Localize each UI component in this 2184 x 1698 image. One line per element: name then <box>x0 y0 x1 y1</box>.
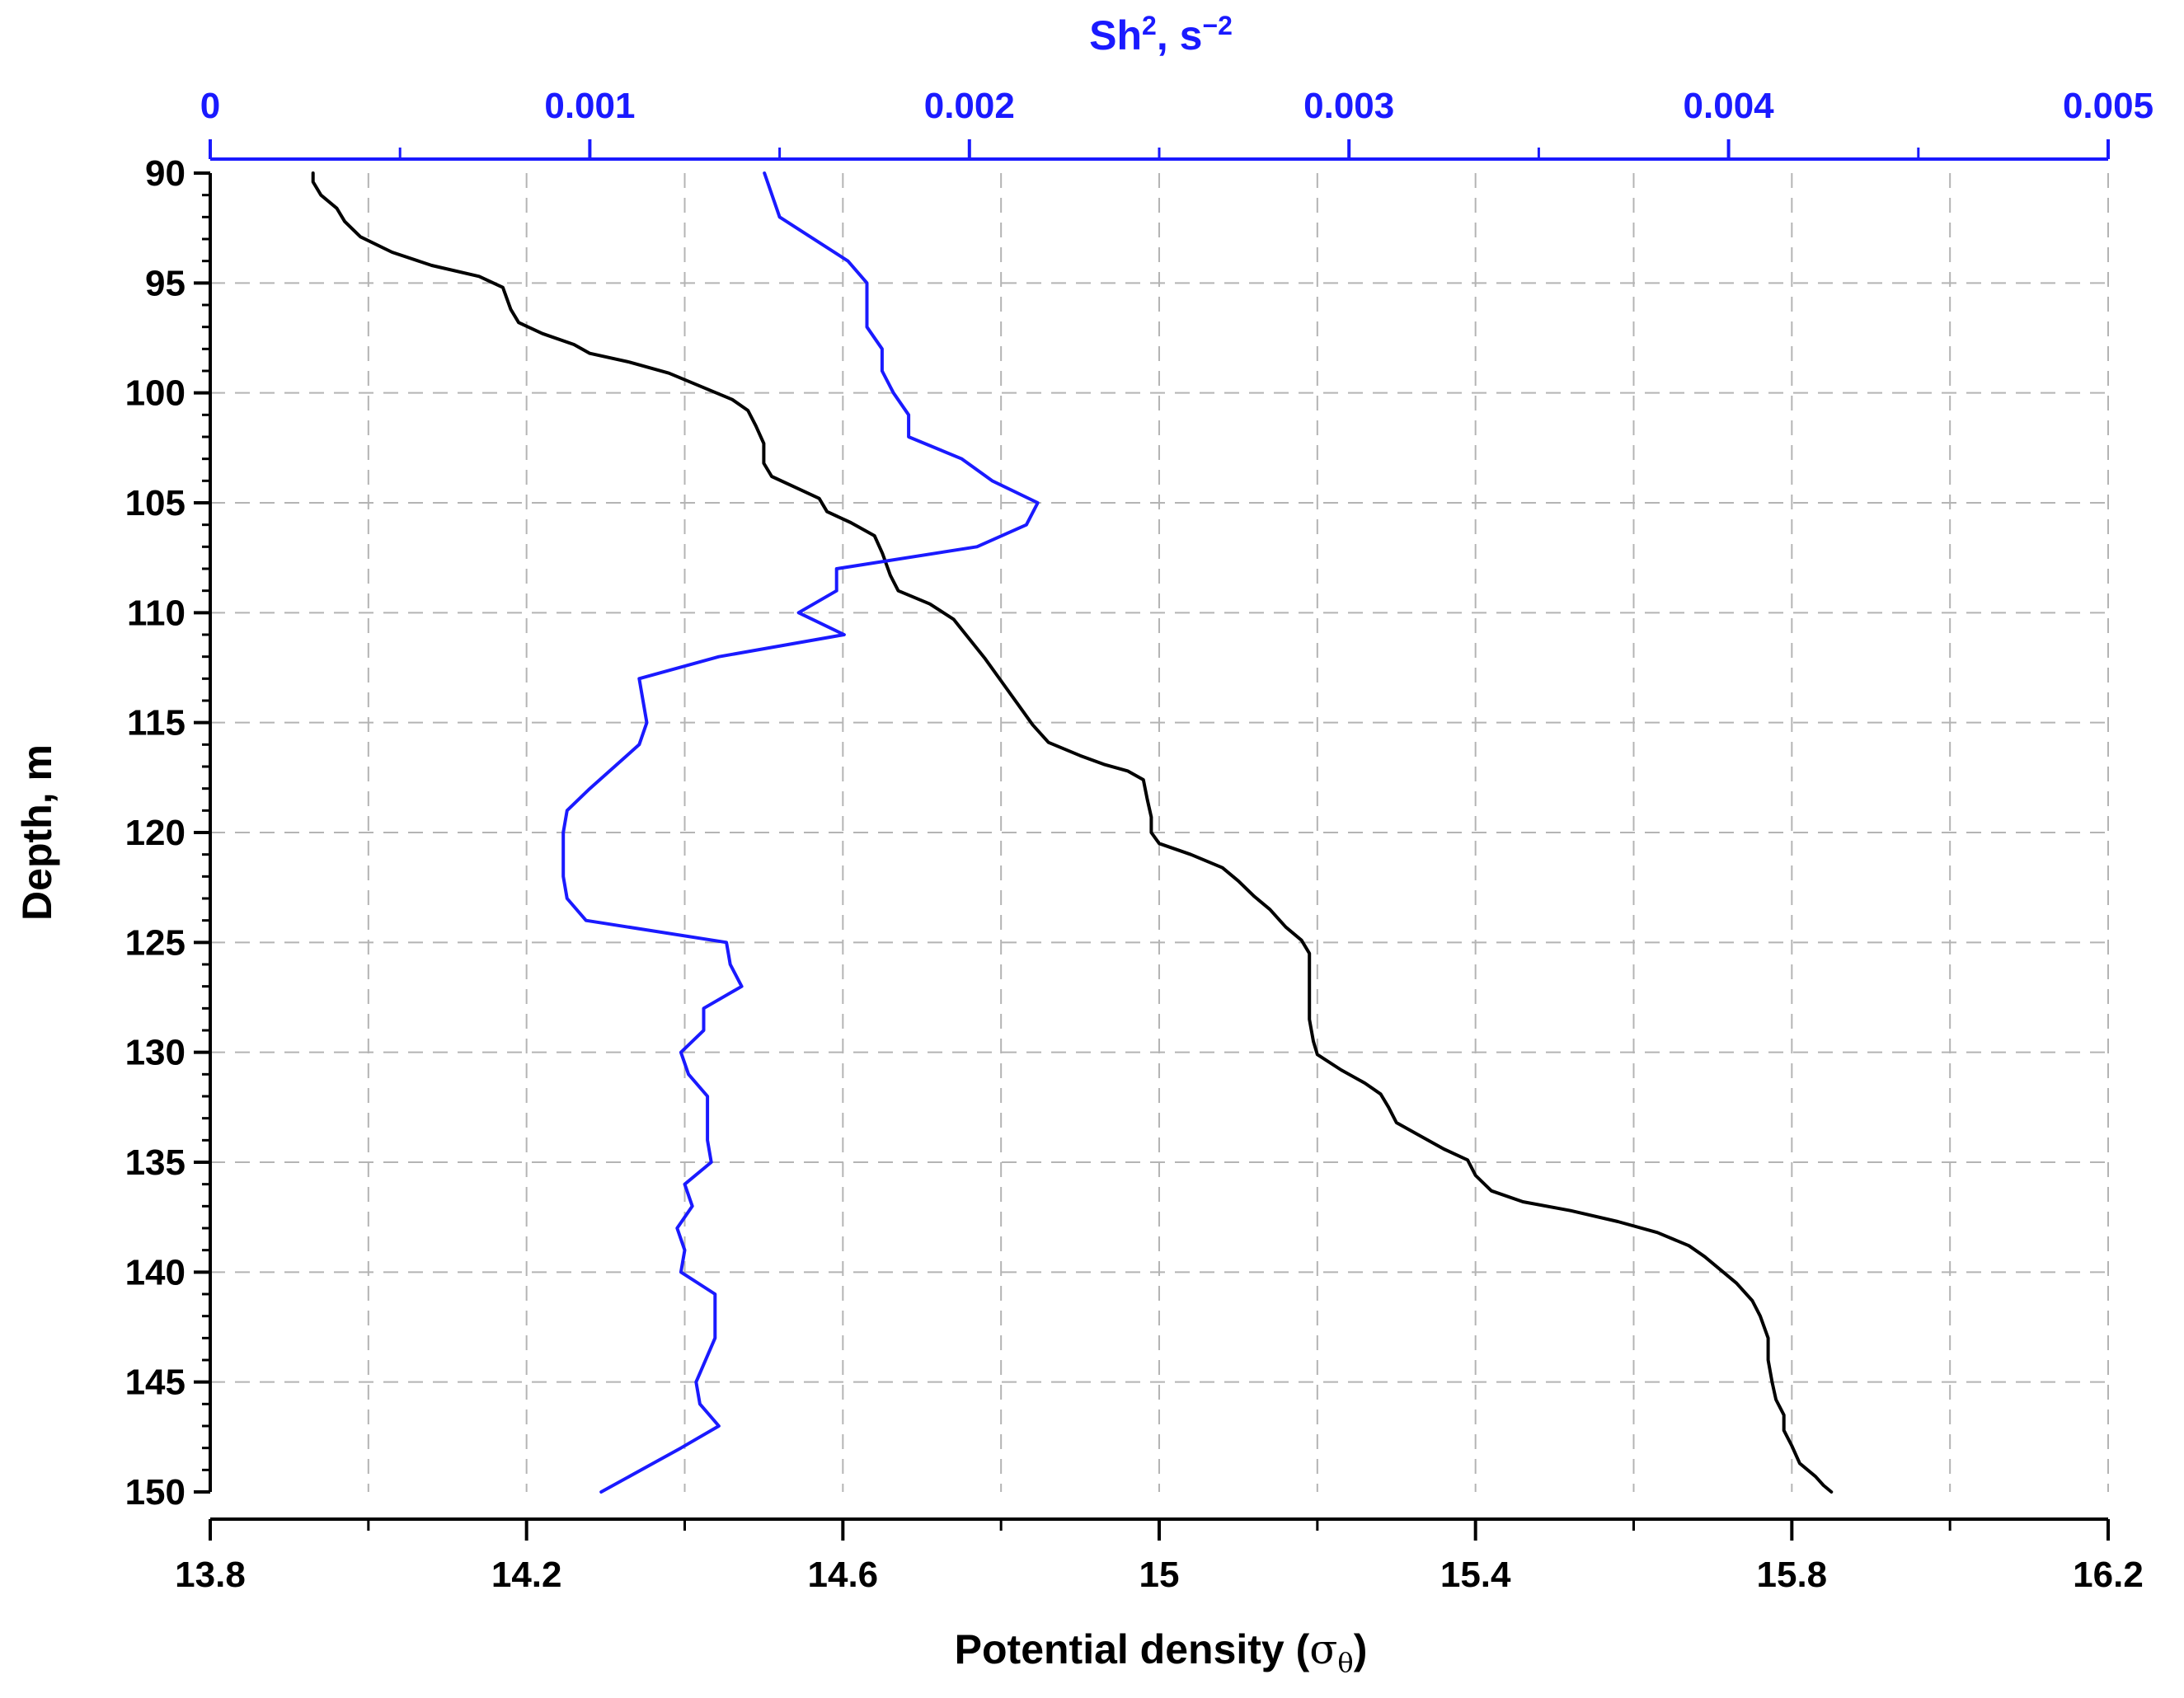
y-tick-label: 145 <box>125 1363 186 1403</box>
bottom-tick-label: 13.8 <box>175 1555 246 1595</box>
y-tick-label: 100 <box>125 373 186 414</box>
shear-squared-profile-line <box>561 171 1040 1494</box>
y-tick-label: 115 <box>127 703 186 743</box>
bottom-title-symbol: σ <box>1309 1625 1337 1673</box>
bottom-tick-label: 16.2 <box>2073 1555 2144 1595</box>
y-tick-label: 95 <box>145 263 186 303</box>
top-tick-label: 0.004 <box>1684 86 1775 126</box>
top-tick-label: 0.002 <box>924 86 1015 126</box>
top-tick-label: 0.003 <box>1303 86 1394 126</box>
top-tick-label: 0 <box>200 86 220 126</box>
grid-lines <box>210 173 2109 1492</box>
top-title-base: Sh <box>1089 12 1142 59</box>
bottom-tick-label: 14.2 <box>491 1555 562 1595</box>
top-title-sup: 2 <box>1142 11 1157 40</box>
y-tick-label: 135 <box>125 1142 186 1183</box>
y-tick-label: 90 <box>145 153 186 194</box>
bottom-tick-label: 15.8 <box>1757 1555 1828 1595</box>
top-tick-label: 0.001 <box>544 86 635 126</box>
axis-ticks: 909510010511011512012513013514014515013.… <box>125 86 2153 1595</box>
y-tick-label: 130 <box>125 1033 186 1073</box>
y-tick-label: 125 <box>125 922 186 963</box>
bottom-tick-label: 15.4 <box>1440 1555 1511 1595</box>
data-series <box>311 171 1834 1494</box>
y-tick-label: 105 <box>125 483 186 523</box>
y-tick-label: 110 <box>127 593 186 633</box>
bottom-tick-label: 15 <box>1139 1555 1180 1595</box>
bottom-x-axis-title: Potential density (σθ) <box>955 1625 1368 1678</box>
y-tick-label: 150 <box>125 1472 186 1513</box>
top-title-unit: , s <box>1157 12 1203 59</box>
density-profile-line <box>311 171 1834 1494</box>
y-tick-label: 140 <box>125 1252 186 1292</box>
y-tick-label: 120 <box>125 813 186 853</box>
top-title-unit-sup: −2 <box>1202 11 1232 40</box>
bottom-title-main: Potential density ( <box>955 1626 1310 1672</box>
top-tick-label: 0.005 <box>2063 86 2153 126</box>
bottom-title-end: ) <box>1354 1626 1368 1672</box>
top-x-axis-title: Sh2, s−2 <box>1089 11 1233 59</box>
bottom-tick-label: 14.6 <box>808 1555 879 1595</box>
bottom-title-subscript: θ <box>1337 1647 1353 1678</box>
y-axis-title: Depth, m <box>14 744 60 921</box>
